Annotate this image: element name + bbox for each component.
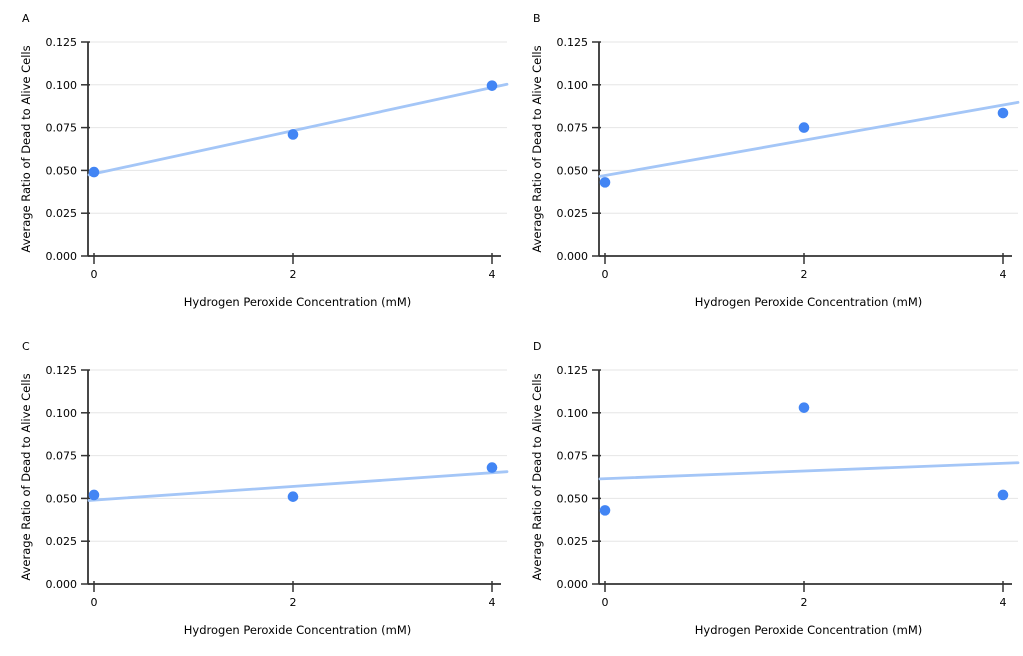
trendline xyxy=(87,470,509,502)
data-point xyxy=(798,122,810,133)
x-tick-label: 4 xyxy=(489,268,496,281)
x-tick-label: 4 xyxy=(1000,596,1007,609)
data-point xyxy=(486,462,498,473)
y-tick-label: 0.000 xyxy=(557,578,589,591)
y-axis-title: Average Ratio of Dead to Alive Cells xyxy=(530,373,544,580)
x-tick-label: 0 xyxy=(91,268,98,281)
data-point xyxy=(798,402,810,413)
data-point xyxy=(599,505,611,516)
chart-panel-c: C 0.000 0.025 0.050 0.075 0.100 0.125 0 2 4 Hydro… xyxy=(0,328,512,656)
x-tick-label: 0 xyxy=(602,268,609,281)
y-tick-label: 0.050 xyxy=(557,164,589,177)
y-tick-label: 0.025 xyxy=(557,535,589,548)
y-tick-label: 0.100 xyxy=(557,407,589,420)
y-tick-label: 0.000 xyxy=(46,250,78,263)
y-tick-label: 0.075 xyxy=(46,122,78,135)
data-point xyxy=(88,489,100,501)
scatter-chart-a: 0.000 0.025 0.050 0.075 0.100 0.125 0 2 4 Hydroge… xyxy=(19,36,509,309)
y-tick-label: 0.025 xyxy=(46,535,78,548)
scatter-chart-d: 0.000 0.025 0.050 0.075 0.100 0.125 0 2 4 Hydroge… xyxy=(530,364,1020,637)
y-tick-label: 0.025 xyxy=(46,207,78,220)
data-point xyxy=(287,491,299,502)
y-axis-title: Average Ratio of Dead to Alive Cells xyxy=(530,45,544,252)
data-point xyxy=(599,177,611,188)
y-tick-label: 0.100 xyxy=(557,79,589,92)
y-tick-label: 0.125 xyxy=(46,36,78,49)
y-tick-label: 0.125 xyxy=(46,364,78,377)
trendline xyxy=(87,82,509,177)
chart-panel-d: D 0.000 0.025 0.050 0.075 0.100 0.125 0 2 4 Hydro… xyxy=(511,328,1023,656)
y-tick-label: 0.100 xyxy=(46,407,78,420)
x-axis-title: Hydrogen Peroxide Concentration (mM) xyxy=(695,623,922,637)
chart-panel-a: A 0.000 0.025 0.050 0.075 0.100 0.125 0 2 4 Hydro… xyxy=(0,0,512,328)
x-tick-label: 2 xyxy=(290,596,297,609)
panel-label-b: B xyxy=(533,12,541,25)
y-tick-label: 0.000 xyxy=(557,250,589,263)
x-tick-label: 2 xyxy=(801,596,808,609)
y-tick-label: 0.050 xyxy=(557,492,589,505)
y-tick-label: 0.000 xyxy=(46,578,78,591)
data-point xyxy=(88,166,100,178)
panel-label-d: D xyxy=(533,340,542,353)
panel-label-a: A xyxy=(22,12,30,25)
x-tick-label: 4 xyxy=(1000,268,1007,281)
y-tick-label: 0.100 xyxy=(46,79,78,92)
data-point xyxy=(997,107,1009,119)
chart-panel-b: B 0.000 0.025 0.050 0.075 0.100 0.125 0 2 4 Hydro… xyxy=(511,0,1023,328)
trendline xyxy=(598,100,1020,178)
y-tick-label: 0.025 xyxy=(557,207,589,220)
x-tick-label: 4 xyxy=(489,596,496,609)
x-tick-label: 2 xyxy=(801,268,808,281)
scatter-chart-c: 0.000 0.025 0.050 0.075 0.100 0.125 0 2 4 Hydroge… xyxy=(19,364,509,637)
y-tick-label: 0.125 xyxy=(557,36,589,49)
x-tick-label: 0 xyxy=(91,596,98,609)
x-axis-title: Hydrogen Peroxide Concentration (mM) xyxy=(184,623,411,637)
data-point xyxy=(287,129,299,140)
x-axis-title: Hydrogen Peroxide Concentration (mM) xyxy=(695,295,922,309)
x-axis-title: Hydrogen Peroxide Concentration (mM) xyxy=(184,295,411,309)
x-tick-label: 2 xyxy=(290,268,297,281)
data-point xyxy=(486,80,498,91)
y-tick-label: 0.050 xyxy=(46,164,78,177)
y-axis-title: Average Ratio of Dead to Alive Cells xyxy=(19,373,33,580)
data-point xyxy=(997,489,1009,501)
y-tick-label: 0.050 xyxy=(46,492,78,505)
y-tick-label: 0.075 xyxy=(46,450,78,463)
y-tick-label: 0.125 xyxy=(557,364,589,377)
y-tick-label: 0.075 xyxy=(557,450,589,463)
y-axis-title: Average Ratio of Dead to Alive Cells xyxy=(19,45,33,252)
trendline xyxy=(598,461,1020,481)
panel-label-c: C xyxy=(22,340,30,353)
scatter-chart-b: 0.000 0.025 0.050 0.075 0.100 0.125 0 2 4 Hydroge… xyxy=(530,36,1020,309)
y-tick-label: 0.075 xyxy=(557,122,589,135)
x-tick-label: 0 xyxy=(602,596,609,609)
